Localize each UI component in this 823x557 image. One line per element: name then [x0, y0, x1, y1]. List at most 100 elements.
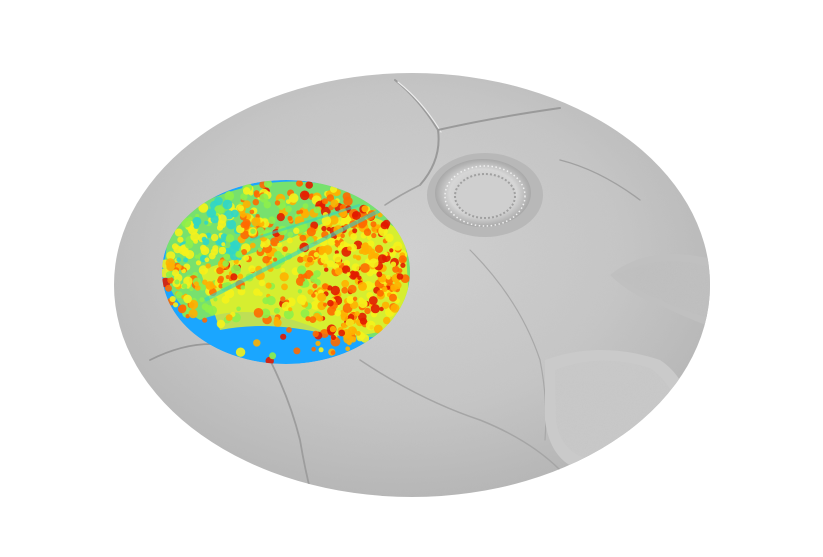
canopy-point — [360, 263, 370, 273]
canopy-point — [226, 191, 232, 197]
canopy-point — [318, 245, 327, 254]
canopy-point — [242, 187, 251, 195]
canopy-point — [223, 253, 231, 261]
canopy-point — [198, 265, 209, 275]
canopy-point — [241, 249, 248, 255]
canopy-point — [334, 239, 339, 244]
canopy-point — [347, 246, 352, 251]
canopy-point — [293, 227, 300, 234]
canopy-point — [274, 200, 281, 206]
canopy-point — [299, 234, 307, 242]
canopy-point — [183, 257, 189, 263]
canopy-point — [220, 233, 228, 240]
canopy-point — [321, 225, 327, 232]
canopy-point — [349, 336, 357, 343]
canopy-point — [249, 209, 255, 215]
canopy-point — [326, 226, 332, 232]
canopy-point — [297, 289, 303, 294]
canopy-point — [341, 265, 351, 274]
canopy-point — [273, 257, 278, 262]
canopy-point — [341, 279, 350, 288]
canopy-point — [340, 233, 345, 239]
canopy-point — [230, 209, 239, 218]
canopy-point — [305, 181, 314, 189]
canopy-point — [363, 228, 372, 236]
canopy-point — [332, 253, 342, 263]
canopy-point — [341, 287, 349, 294]
canopy-point — [329, 325, 337, 333]
canopy-point — [327, 260, 335, 268]
canopy-point — [260, 308, 271, 319]
canopy-point — [225, 314, 233, 321]
canopy-point — [202, 238, 210, 246]
canopy-point — [299, 190, 310, 201]
canopy-point — [165, 284, 172, 292]
canopy-point — [351, 263, 360, 272]
canopy-point — [176, 257, 181, 262]
canopy-point — [381, 286, 388, 293]
canopy-point — [273, 251, 283, 260]
canopy-point — [296, 210, 301, 215]
canopy-point — [213, 297, 218, 302]
canopy-point — [199, 297, 205, 303]
canopy-point — [293, 347, 301, 355]
canopy-point — [254, 217, 261, 223]
canopy-point — [311, 346, 316, 352]
canopy-point — [235, 347, 246, 357]
canopy-point — [286, 237, 293, 244]
canopy-point — [359, 317, 368, 325]
canopy-point — [208, 252, 216, 260]
canopy-point — [287, 215, 293, 221]
canopy-point — [193, 239, 199, 244]
canopy-point — [330, 334, 336, 340]
canopy-point — [298, 273, 304, 279]
canopy-point — [369, 258, 379, 268]
canopy-point — [253, 288, 261, 296]
canopy-point — [236, 306, 241, 312]
canopy-point — [383, 316, 391, 325]
canopy-point — [300, 309, 310, 318]
canopy-point — [221, 242, 226, 247]
canopy-point — [377, 212, 383, 218]
canopy-point — [321, 216, 332, 226]
canopy-point — [249, 242, 256, 249]
canopy-point — [390, 284, 398, 292]
canopy-point — [338, 329, 346, 337]
canopy-point — [278, 204, 285, 210]
canopy-point — [298, 181, 303, 186]
canopy-point — [355, 255, 361, 261]
canopy-point — [283, 309, 294, 320]
canopy-point — [277, 242, 283, 248]
canopy-point — [348, 270, 359, 280]
canopy-point — [166, 251, 176, 261]
canopy-point — [210, 215, 219, 224]
canopy-point — [263, 180, 273, 188]
canopy-point — [312, 330, 319, 338]
canopy-point — [217, 214, 227, 224]
canopy-point — [350, 233, 357, 241]
canopy-point — [376, 289, 384, 297]
canopy-point — [374, 244, 384, 253]
canopy-point — [248, 265, 256, 273]
canopy-point — [166, 262, 176, 272]
canopy-point — [253, 308, 264, 318]
canopy-point — [252, 199, 259, 206]
canopy-point — [253, 339, 261, 347]
canopy-point — [334, 267, 343, 276]
canopy-point — [334, 309, 342, 317]
canopy-point — [321, 198, 328, 205]
canopy-point — [386, 275, 391, 280]
canopy-point — [280, 333, 287, 340]
canopy-point — [218, 283, 224, 289]
canopy-point — [370, 221, 377, 228]
canopy-point — [181, 217, 192, 228]
canopy-point — [174, 279, 180, 285]
canopy-point — [357, 275, 362, 280]
canopy-point — [195, 260, 202, 266]
canopy-point — [257, 247, 263, 252]
canopy-point — [382, 219, 391, 228]
canopy-point — [171, 269, 180, 277]
canopy-point — [342, 192, 351, 201]
canopy-point — [313, 270, 321, 278]
